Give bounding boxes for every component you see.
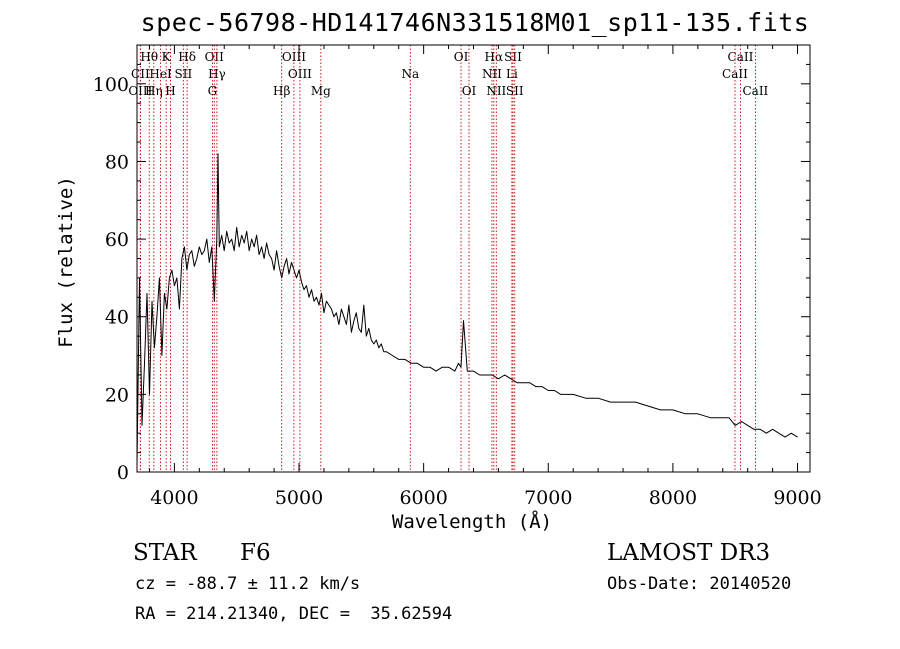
line-label-2: OIII [128,84,152,98]
line-label-4: Hη [145,84,163,98]
x-tick-label-4: 8000 [649,487,697,509]
line-label-16: Na [401,67,419,81]
line-label-7: SII [175,67,193,81]
x-tick-label-2: 6000 [399,487,447,509]
line-label-27: CaII [742,84,768,98]
line-label-10: Hγ [208,67,226,81]
y-tick-label-0: 0 [117,462,129,484]
axes: 4000 5000 6000 7000 8000 9000 0 20 40 60 80 100 [93,44,822,509]
line-label-5: HeI [149,67,172,81]
line-label-23: Li [506,67,518,81]
y-axis-label: Flux (relative) [55,176,77,348]
x-tick-label-5: 9000 [773,487,821,509]
x-tick-label-1: 5000 [275,487,323,509]
line-label-26: CaII [722,67,748,81]
survey-name: LAMOST DR3 [607,540,771,566]
plot-frame [136,44,811,473]
line-label-11: G [208,84,218,98]
spectrum-series [136,153,798,465]
line-label-13: OIII [282,50,306,64]
line-label-3: K [162,50,172,64]
subclass: F6 [240,540,271,566]
coordinates-text: RA = 214.21340, DEC = 35.62594 [135,604,453,624]
object-class: STAR [133,540,197,566]
line-label-8: Hδ [178,50,196,64]
line-label-21: NII [486,84,506,98]
obs-date-text: Obs-Date: 20140520 [607,574,792,594]
series-line-spectrum [136,153,798,465]
x-axis-label: Wavelength (Å) [392,510,552,533]
line-label-6: H [165,84,175,98]
redshift-text: cz = -88.7 ± 11.2 km/s [135,574,361,594]
x-tick-label-3: 7000 [524,487,572,509]
y-tick-label-5: 100 [93,74,129,96]
y-tick-label-3: 60 [105,229,129,251]
line-label-9: OII [205,50,225,64]
line-label-25: CaII [728,50,754,64]
y-tick-label-1: 20 [105,384,129,406]
line-label-18: OI [462,84,477,98]
y-tick-label-2: 40 [105,307,129,329]
line-label-22: SII [504,50,522,64]
line-label-24: SII [506,84,524,98]
x-tick-label-0: 4000 [150,487,198,509]
line-label-14: OIII [288,67,312,81]
line-label-15: Mg [311,84,331,98]
line-label-17: OI [454,50,469,64]
line-label-19: Hα [485,50,504,64]
line-label-0: Hθ [140,50,158,64]
line-label-20: NII [482,67,502,81]
line-label-12: Hβ [273,84,290,98]
chart-title: spec-56798-HD141746N331518M01_sp11-135.f… [140,8,810,37]
y-tick-label-4: 80 [105,151,129,173]
